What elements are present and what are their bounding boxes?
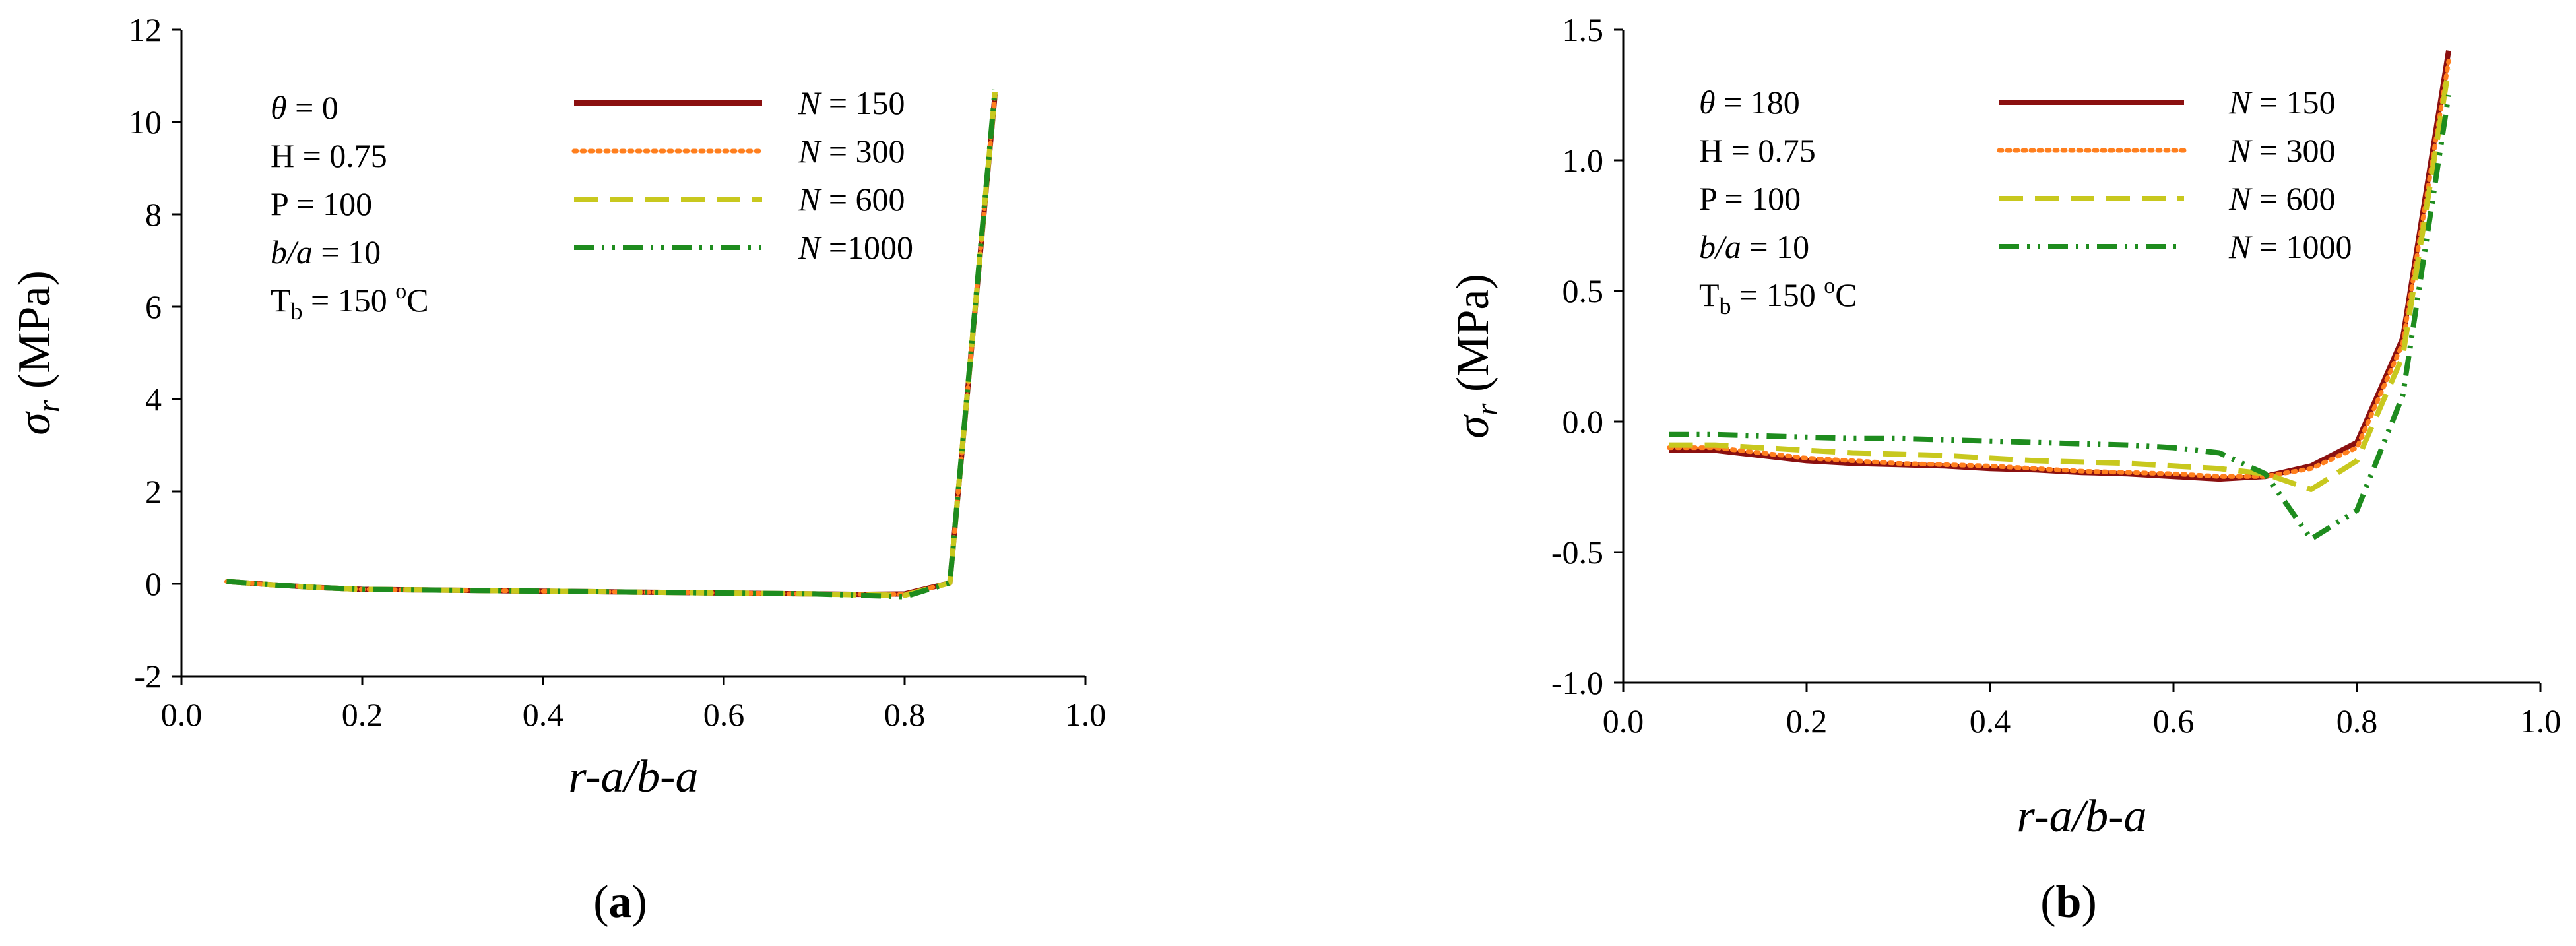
chart-panel-a: 0.0 0.2 0.4 0.6 0.8 1.0 -2 0 2 4 6 8 10 12 σr (MPa) r-a…: [9, 11, 1106, 928]
x-tick-label: 0.6: [2153, 703, 2195, 740]
parameter-annotation: H = 0.75: [271, 137, 387, 174]
x-tick-label: 0.0: [1603, 703, 1644, 740]
panel-label: (a): [593, 877, 647, 928]
y-axis-title: σr (MPa): [9, 270, 66, 435]
legend-label: N = 600: [2228, 180, 2336, 217]
parameter-annotation: θ = 180: [1699, 84, 1800, 121]
legend-label: N = 300: [2228, 132, 2336, 169]
legend-label: N = 150: [2228, 84, 2336, 121]
series-line-3: [226, 92, 998, 598]
y-tick-label: -0.5: [1551, 534, 1603, 571]
panel-label: (b): [2040, 877, 2097, 928]
legend-label: N = 300: [798, 133, 905, 170]
y-tick-label: 1.0: [1562, 142, 1604, 179]
y-tick-label: 8: [145, 196, 162, 233]
parameter-annotation: θ = 0: [271, 89, 338, 126]
series-line-3: [1669, 68, 2451, 492]
x-tick-label: 0.0: [161, 696, 203, 733]
y-tick-label: 1.5: [1562, 11, 1604, 48]
legend-label: N = 150: [798, 84, 905, 121]
parameter-annotation: Tb = 150 oC: [1699, 274, 1857, 319]
y-tick-label: 0.5: [1562, 272, 1604, 309]
y-tick-label: 0.0: [1562, 403, 1604, 440]
parameter-annotation: b/a = 10: [1699, 228, 1809, 265]
x-tick-label: 0.8: [884, 696, 926, 733]
series-line-4: [1669, 94, 2451, 542]
legend-label: N =1000: [798, 229, 913, 266]
y-tick-label: 2: [145, 473, 162, 510]
series-line-4: [226, 89, 998, 600]
series-line-2: [1667, 59, 2451, 479]
y-tick-label: -2: [134, 658, 162, 695]
x-tick-label: 1.0: [1065, 696, 1107, 733]
x-tick-label: 0.8: [2336, 703, 2378, 740]
y-axis-title: σr (MPa): [1448, 274, 1504, 439]
parameter-annotation: b/a = 10: [271, 234, 381, 270]
x-tick-label: 0.2: [342, 696, 383, 733]
legend-label: N = 1000: [2228, 228, 2352, 265]
y-tick-label: 6: [145, 288, 162, 325]
parameter-annotation: P = 100: [271, 185, 372, 222]
parameter-annotation: H = 0.75: [1699, 132, 1816, 169]
parameter-annotation: Tb = 150 oC: [271, 279, 429, 325]
y-tick-label: 10: [129, 104, 162, 141]
x-axis-title: r-a/b-a: [569, 751, 699, 802]
chart-panel-b: 0.0 0.2 0.4 0.6 0.8 1.0 -1.0 -0.5 0.0 0.5 1.0 1.5 σr…: [1448, 11, 2561, 928]
x-tick-label: 0.2: [1786, 703, 1828, 740]
x-tick-label: 0.4: [523, 696, 564, 733]
y-tick-label: 0: [145, 565, 162, 602]
x-tick-label: 0.6: [703, 696, 745, 733]
x-tick-label: 1.0: [2520, 703, 2561, 740]
parameter-annotation: P = 100: [1699, 180, 1801, 217]
legend-label: N = 600: [798, 181, 905, 218]
x-axis-title: r-a/b-a: [2017, 791, 2147, 842]
y-tick-label: -1.0: [1551, 664, 1603, 701]
y-tick-label: 12: [129, 11, 162, 48]
x-tick-label: 0.4: [1970, 703, 2011, 740]
y-tick-label: 4: [145, 381, 162, 418]
